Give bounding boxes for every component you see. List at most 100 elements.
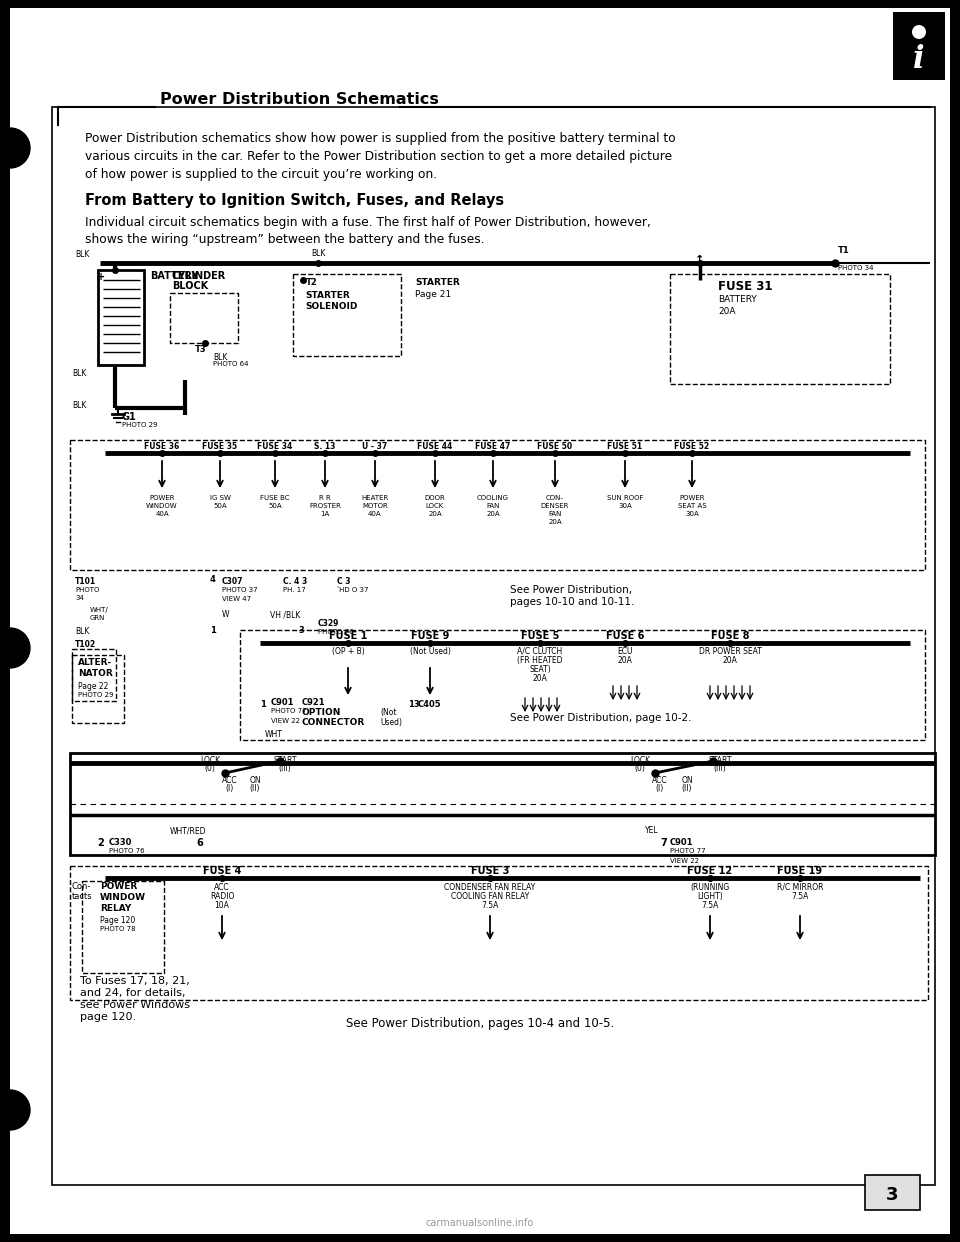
Text: 30A: 30A [685,510,699,517]
Bar [70,440,925,570]
Text: Power Distribution schematics show how power is supplied from the positive batte: Power Distribution schematics show how p… [85,132,676,145]
Text: FUSE 50: FUSE 50 [538,442,572,451]
Text: PH. 17: PH. 17 [283,587,305,592]
Text: See Power Distribution, pages 10-4 and 10-5.: See Power Distribution, pages 10-4 and 1… [346,1017,614,1030]
Text: NATOR: NATOR [78,669,112,678]
Text: T1: T1 [838,246,850,255]
Text: ECU: ECU [617,647,633,656]
Text: C901: C901 [271,698,295,707]
Text: SUN ROOF: SUN ROOF [607,496,643,501]
Text: 20A: 20A [723,656,737,664]
Text: Page 21: Page 21 [415,289,451,299]
Text: Con-: Con- [72,882,91,891]
Text: SEAT): SEAT) [529,664,551,674]
Text: FUSE 51: FUSE 51 [608,442,642,451]
Text: 2: 2 [97,838,104,848]
Text: WINDOW: WINDOW [100,893,146,902]
Bar [170,293,238,343]
Bar [70,753,935,854]
Text: POWER: POWER [100,882,137,891]
Text: and 24, for details,: and 24, for details, [80,987,185,999]
Text: CON-: CON- [546,496,564,501]
Text: T2: T2 [306,278,318,287]
Text: FUSE 9: FUSE 9 [411,631,449,641]
Text: PHOTO 29: PHOTO 29 [122,422,157,428]
Text: BLK: BLK [213,353,228,361]
Text: 30A: 30A [618,503,632,509]
Text: From Battery to Ignition Switch, Fuses, and Relays: From Battery to Ignition Switch, Fuses, … [85,193,504,207]
Text: FUSE 52: FUSE 52 [675,442,709,451]
Text: G1: G1 [122,412,136,422]
Text: To Fuses 17, 18, 21,: To Fuses 17, 18, 21, [80,976,190,986]
Text: DR POWER SEAT: DR POWER SEAT [699,647,761,656]
Text: LOCK: LOCK [200,756,220,765]
Text: YEL: YEL [645,826,659,835]
Text: 1A: 1A [321,510,329,517]
Bar [670,274,890,384]
Text: STARTER: STARTER [305,291,349,301]
Text: of how power is supplied to the circuit you’re working on.: of how power is supplied to the circuit … [85,168,437,181]
Text: (II): (II) [682,784,692,792]
Text: 1: 1 [210,626,216,635]
Text: FUSE 12: FUSE 12 [687,866,732,876]
Text: PHOTO 78: PHOTO 78 [100,927,135,932]
Text: C 3: C 3 [337,578,350,586]
Text: FUSE 35: FUSE 35 [203,442,237,451]
Text: T3: T3 [195,345,206,354]
Text: OPTION: OPTION [302,708,342,717]
Circle shape [0,128,30,168]
Text: COOLING: COOLING [477,496,509,501]
Text: FUSE BC: FUSE BC [260,496,290,501]
Text: POWER: POWER [680,496,705,501]
Text: Used): Used) [380,718,402,727]
Text: 20A: 20A [718,307,735,315]
Text: C. 4 3: C. 4 3 [283,578,307,586]
Text: 7: 7 [660,838,667,848]
Text: START: START [274,756,297,765]
Text: see Power Windows: see Power Windows [80,1000,190,1010]
Text: FUSE 5: FUSE 5 [521,631,559,641]
Text: WHT/: WHT/ [90,607,108,614]
Text: A/C CLUTCH: A/C CLUTCH [517,647,563,656]
Text: various circuits in the car. Refer to the Power Distribution section to get a mo: various circuits in the car. Refer to th… [85,150,672,163]
Text: carmanualsonline.info: carmanualsonline.info [426,1218,534,1228]
Text: ʼHD O 37: ʼHD O 37 [337,587,369,592]
Text: BLK: BLK [75,250,89,260]
Text: BLK: BLK [311,248,325,258]
Text: 20A: 20A [548,519,562,525]
Text: Page 120: Page 120 [100,917,135,925]
Text: 1: 1 [260,700,266,709]
Text: WINDOW: WINDOW [146,503,178,509]
Text: CONDENSER FAN RELAY: CONDENSER FAN RELAY [444,883,536,892]
Text: BLOCK: BLOCK [172,281,208,291]
Text: 13: 13 [408,700,420,709]
Text: (I): (I) [656,784,664,792]
Text: 20A: 20A [428,510,442,517]
Text: 6: 6 [196,838,203,848]
Text: +: + [97,272,106,282]
Text: HEATER: HEATER [361,496,389,501]
Text: T101: T101 [75,578,96,586]
Text: FAN: FAN [487,503,500,509]
Bar [0,1235,960,1242]
Text: i: i [913,45,924,76]
Text: (III): (III) [278,764,292,773]
Text: FAN: FAN [548,510,562,517]
Text: FUSE 31: FUSE 31 [718,279,773,293]
Text: Page 22: Page 22 [78,682,108,691]
Text: CYLINDER: CYLINDER [172,271,227,281]
Text: FUSE 44: FUSE 44 [418,442,452,451]
Bar [72,650,116,700]
Bar [82,881,164,972]
Text: shows the wiring “upstream” between the battery and the fuses.: shows the wiring “upstream” between the … [85,233,485,246]
Text: 7.5A: 7.5A [481,900,498,910]
Text: 40A: 40A [156,510,169,517]
Text: W: W [222,610,229,619]
Text: ON: ON [682,776,693,785]
Text: R/C MIRROR: R/C MIRROR [777,883,824,892]
Text: 20A: 20A [617,656,633,664]
Text: ALTER-: ALTER- [78,658,112,667]
Text: (Not Used): (Not Used) [410,647,450,656]
Text: DOOR: DOOR [424,496,445,501]
Text: (I): (I) [226,784,234,792]
